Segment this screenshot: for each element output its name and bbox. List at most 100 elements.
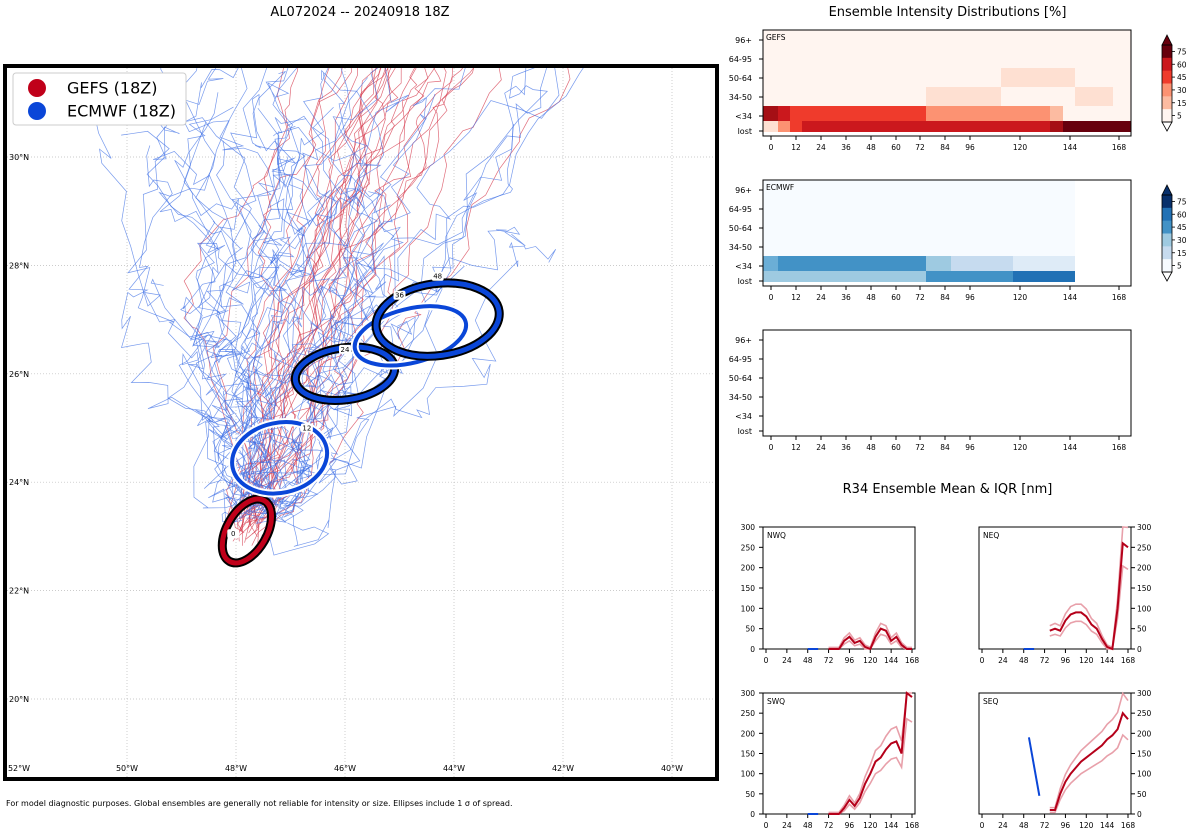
r34-x-label: 0 [764,821,769,830]
ecmwf-member-track [249,188,404,547]
map-lat-label: 20°N [9,695,29,704]
r34-y-label: 150 [1137,750,1152,759]
heatmap-x-label: 72 [915,293,925,302]
heatmap-title: Ensemble Intensity Distributions [%] [828,5,1067,20]
r34-x-label: 0 [764,656,769,665]
ecmwf-member-track [214,68,329,501]
heatmap-panel-1: GEFS 96+ 64-95 50-64 34-50 <34 lost 0 12 24 36 48 60… [729,29,1132,152]
r34-panel-seq: SEQ 300 250 200 150 100 50 0 0 24 48 72 96 120 144 168 [978,689,1152,830]
heatmap-cell [802,30,926,49]
r34-x-label: 72 [1040,656,1050,665]
r34-panel-label: SEQ [983,697,998,706]
heatmap-cell [763,237,778,256]
heatmap-x-label: 36 [841,293,851,302]
ecmwf-member-track [150,278,330,556]
heatmap-x-label: 144 [1063,443,1078,452]
heatmap-cell [790,49,802,68]
heatmap-cell [1050,49,1063,68]
heatmap-cell [852,199,926,218]
heatmap-cell [778,68,790,87]
r34-y-label: 250 [741,543,756,552]
r34-y-label: 100 [1137,604,1152,613]
heatmap-cell [1001,68,1050,87]
map-lon-label: 40°W [661,764,683,773]
heatmap-panel-3: 96+ 64-95 50-64 34-50 <34 lost 0 12 24 36 48 60 72 84… [729,329,1132,452]
heatmap-cell [976,256,1013,271]
colorbar-extend-top [1161,184,1173,196]
ecmwf-member-track [232,68,560,525]
forecast-ellipse-12 [228,418,332,498]
heatmap-y-label: 34-50 [729,243,752,252]
heatmap-cell [926,218,951,237]
heatmap-cell [1050,121,1063,132]
heatmap-cell [976,218,1013,237]
heatmap-cell [1075,30,1113,49]
heatmap-x-label: 0 [769,143,774,152]
ecmwf-member-track [184,68,263,485]
colorbar-segment [1162,57,1172,72]
gefs-member-track [239,68,453,519]
map-lon-label: 50°W [116,764,138,773]
heatmap-cell [802,106,926,121]
map-title: AL072024 -- 20240918 18Z [270,5,450,20]
heatmap-cell [763,271,778,282]
ecmwf-member-track [257,68,547,495]
colorbar-tick-label: 30 [1177,86,1187,95]
heatmap-y-label: 64-95 [729,355,752,364]
r34-y-label: 50 [1137,790,1147,799]
heatmap-cell [1063,106,1075,121]
r34-y-label: 0 [1137,810,1142,819]
heatmap-cell [778,49,790,68]
gefs-member-track [256,68,447,517]
heatmap-x-label: 120 [1013,443,1028,452]
r34-y-label: 50 [745,790,755,799]
map-lon-label: 42°W [552,764,574,773]
ecmwf-member-track [273,68,549,503]
heatmap-cell [926,271,951,282]
r34-x-label: 96 [845,656,855,665]
map-lat-label: 28°N [9,261,29,270]
heatmap-y-label: <34 [735,262,752,271]
heatmap-y-label: <34 [735,412,752,421]
heatmap-x-label: 72 [915,143,925,152]
ecmwf-member-track [160,68,289,520]
heatmap-cell [951,271,976,282]
heatmap-cell [778,199,852,218]
colorbar-tick-label: 5 [1177,112,1182,121]
heatmap-y-label: 50-64 [729,374,752,383]
heatmap-cell [1013,256,1075,271]
r34-panel-swq: SWQ 300 250 200 150 100 50 00 24 48 72 96 120 144 168 [741,689,920,830]
heatmap-x-label: 84 [940,143,950,152]
r34-x-label: 48 [1019,656,1029,665]
heatmap-cell [1013,218,1075,237]
r34-y-label: 300 [1137,523,1152,532]
heatmap-cell [763,218,778,237]
heatmap-x-label: 144 [1063,143,1078,152]
r34-ecmwf-mean-line [1027,737,1041,797]
heatmap-x-label: 120 [1013,143,1028,152]
heatmap-frame [762,29,1132,137]
heatmap-x-label: 60 [891,143,901,152]
r34-x-label: 72 [824,821,834,830]
r34-gefs-iqr-upper [828,692,912,814]
heatmap-x-label: 168 [1112,293,1127,302]
heatmap-cell [852,256,926,271]
r34-title: R34 Ensemble Mean & IQR [nm] [842,482,1053,497]
colorbar-tick-label: 5 [1177,262,1182,271]
heatmap-cell [852,271,926,282]
r34-x-label: 24 [998,656,1008,665]
heatmap-x-label: 12 [791,143,801,152]
map-lon-label: 46°W [334,764,356,773]
ellipse-ring [219,496,275,566]
heatmap-y-label: 34-50 [729,393,752,402]
heatmap-cell [778,180,852,199]
colorbar-tick-label: 75 [1177,47,1187,56]
heatmap-cell [926,199,951,218]
ecmwf-member-track [267,72,391,507]
gefs-member-track [248,68,502,534]
r34-panel-neq: NEQ 300 250 200 150 100 50 0 0 24 48 72 96 120 144 168 [978,523,1152,665]
heatmap-cell [976,180,1013,199]
heatmap-cell [1113,121,1131,132]
heatmap-x-label: 144 [1063,293,1078,302]
map-lat-label: 26°N [9,370,29,379]
